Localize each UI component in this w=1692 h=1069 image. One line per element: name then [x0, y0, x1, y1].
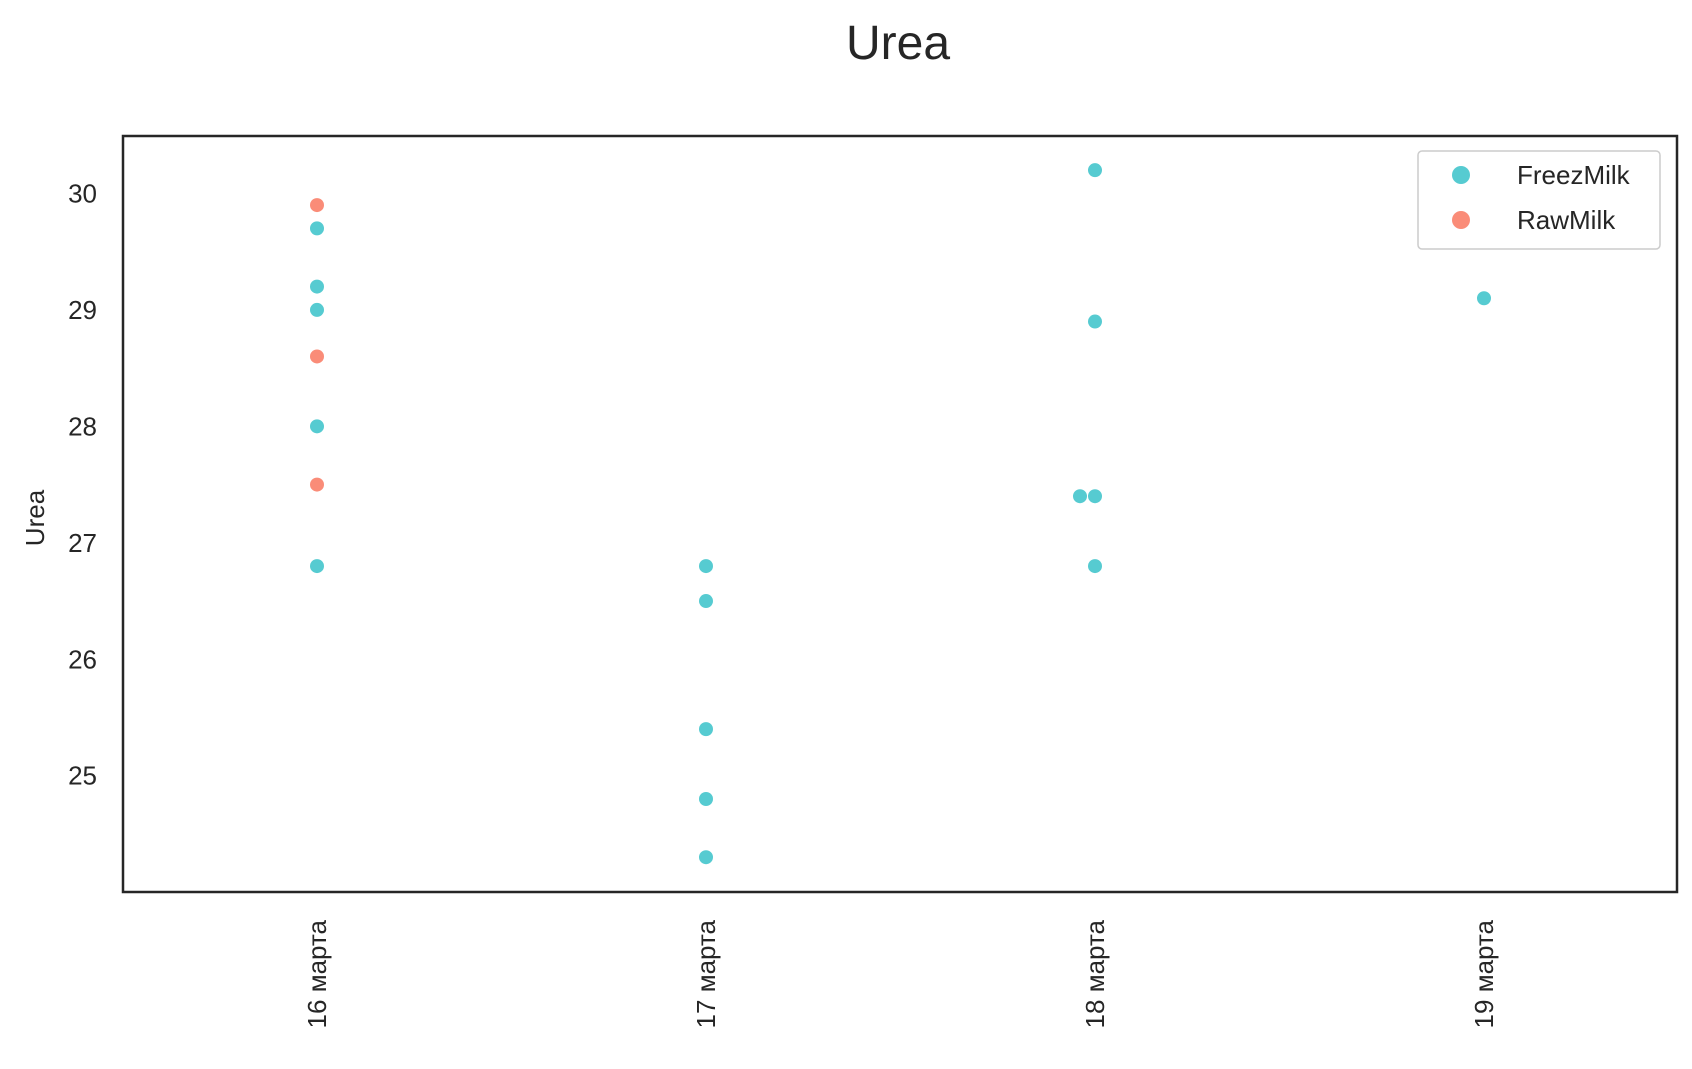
data-point-freezmilk [699, 722, 713, 737]
y-axis-label: Urea [20, 489, 50, 546]
y-tick-label: 30 [68, 178, 97, 208]
data-point-freezmilk [1088, 314, 1102, 329]
chart-title: Urea [846, 17, 950, 70]
x-tick-label: 18 марта [1080, 919, 1110, 1028]
x-tick-labels: 16 марта 17 марта 18 марта 19 марта [302, 919, 1499, 1028]
data-point-freezmilk [310, 279, 324, 294]
x-tick-label: 19 марта [1469, 919, 1499, 1028]
data-point-rawmilk [310, 349, 324, 364]
legend-marker-rawmilk [1452, 211, 1470, 229]
data-point-freezmilk [699, 791, 713, 806]
data-point-freezmilk [1073, 489, 1087, 504]
data-point-freezmilk [1088, 559, 1102, 574]
legend: FreezMilk RawMilk [1417, 150, 1661, 250]
y-tick-label: 28 [68, 411, 97, 441]
y-tick-labels: 25 26 27 28 29 30 [68, 178, 97, 790]
data-point-freezmilk [1088, 489, 1102, 504]
y-tick-label: 27 [68, 528, 97, 558]
data-point-rawmilk [310, 477, 324, 492]
legend-label-freezmilk: FreezMilk [1517, 160, 1631, 190]
data-point-freezmilk [699, 594, 713, 609]
legend-marker-freezmilk [1452, 166, 1470, 184]
data-point-freezmilk [699, 559, 713, 574]
legend-label-rawmilk: RawMilk [1517, 205, 1616, 235]
data-point-freezmilk [310, 419, 324, 434]
y-tick-label: 26 [68, 644, 97, 674]
data-points [310, 163, 1491, 865]
data-point-freezmilk [1088, 163, 1102, 178]
legend-box [1417, 150, 1661, 250]
data-point-freezmilk [310, 559, 324, 574]
data-point-freezmilk [1477, 291, 1491, 306]
x-tick-label: 17 марта [691, 919, 721, 1028]
y-tick-label: 25 [68, 761, 97, 791]
data-point-rawmilk [310, 198, 324, 213]
data-point-freezmilk [310, 221, 324, 236]
x-tick-label: 16 марта [302, 919, 332, 1028]
data-point-freezmilk [310, 302, 324, 317]
y-tick-label: 29 [68, 295, 97, 325]
plot-frame [121, 134, 1679, 894]
data-point-freezmilk [699, 850, 713, 865]
